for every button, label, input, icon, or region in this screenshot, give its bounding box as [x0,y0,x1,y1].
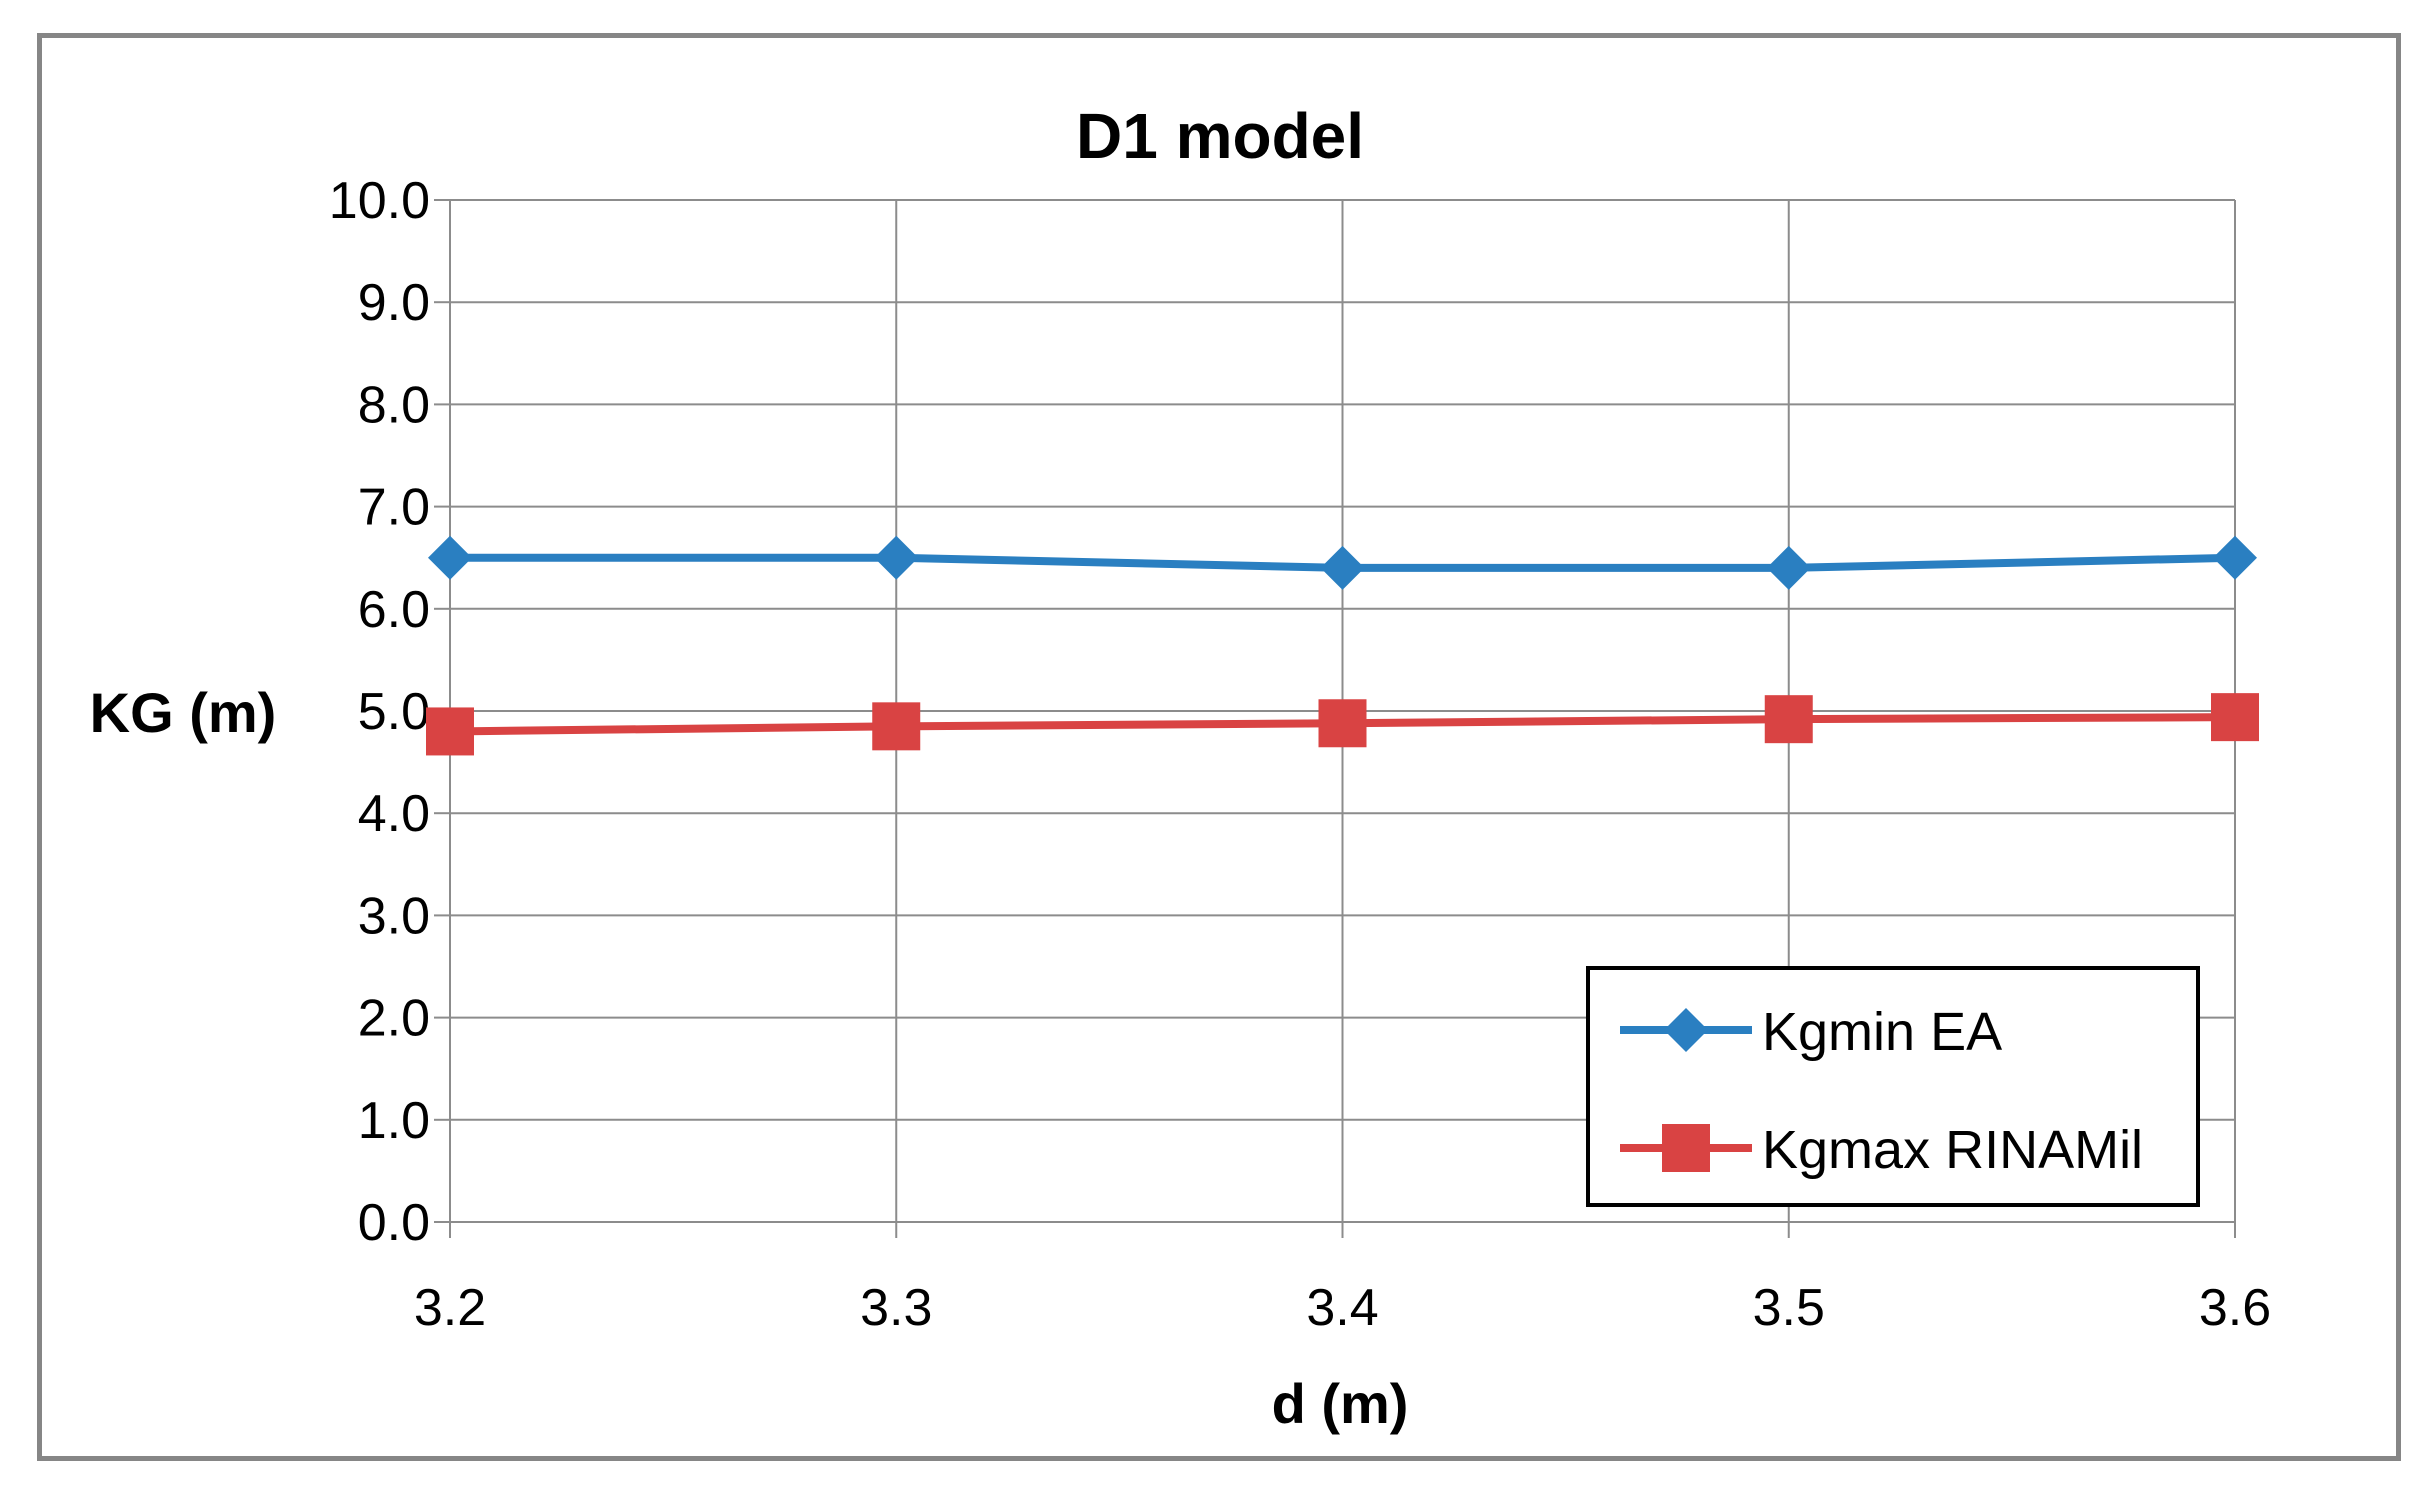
series-layer [426,535,2259,756]
series-2-point [426,707,474,756]
series-1-point [428,535,472,580]
x-axis-ticks: 3.2 3.3 3.4 3.5 3.6 [414,1279,2271,1337]
y-tick-label: 8.0 [358,376,430,434]
series-2-point [872,702,921,751]
y-tick-label: 1.0 [358,1092,430,1150]
legend-marker-1 [1664,1008,1708,1052]
y-tick-label: 9.0 [358,274,430,332]
y-axis-ticks: 0.0 1.0 2.0 3.0 4.0 5.0 6.0 7.0 8.0 9.0 10.0 [329,172,430,1252]
x-tick-label: 3.3 [860,1279,932,1337]
x-tick-label: 3.2 [414,1279,486,1337]
legend-label-1: Kgmin EA [1762,1002,2002,1062]
x-axis-title: d (m) [1272,1372,1409,1435]
y-tick-label: 6.0 [358,581,430,639]
y-tick-label: 0.0 [358,1194,430,1252]
legend-marker-2 [1662,1124,1710,1172]
y-axis-title: KG (m) [90,681,277,744]
x-tick-label: 3.5 [1753,1279,1825,1337]
series-1-point [2213,535,2257,580]
legend-label-2: Kgmax RINAMil [1762,1120,2143,1180]
y-tick-label: 7.0 [358,479,430,537]
series-1-point [1320,545,1365,590]
y-tick-label: 3.0 [358,887,430,945]
legend: Kgmin EA Kgmax RINAMil [1586,966,2200,1207]
series-1-point [874,535,919,580]
series-2-point [2211,693,2259,742]
x-tick-label: 3.4 [1306,1279,1378,1337]
x-tick-label: 3.6 [2199,1279,2271,1337]
chart-title: D1 model [1076,100,1364,172]
y-tick-label: 10.0 [329,172,430,230]
y-tick-label: 5.0 [358,683,430,741]
series-1-point [1766,545,1811,590]
series-2-point [1318,699,1367,748]
y-tick-label: 2.0 [358,990,430,1048]
y-tick-label: 4.0 [358,785,430,843]
series-2-point [1764,695,1813,744]
